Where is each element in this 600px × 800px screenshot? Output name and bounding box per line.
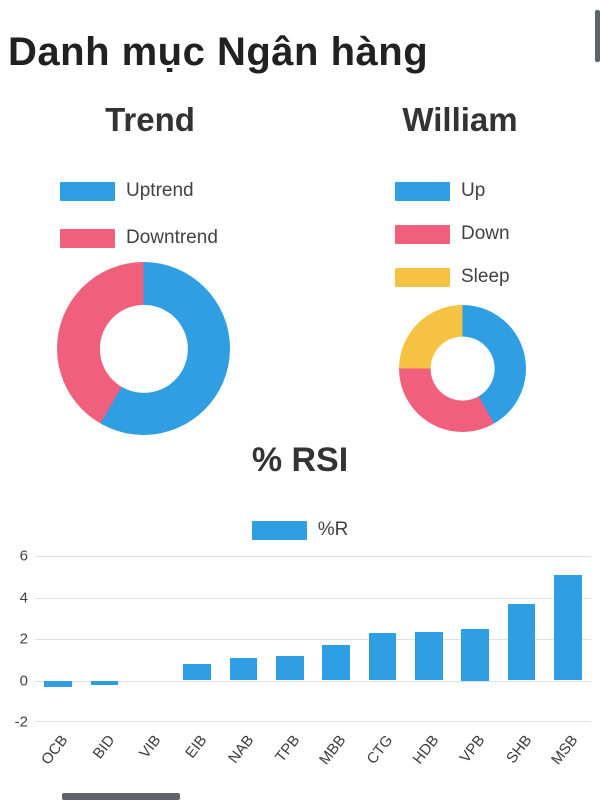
y-axis-tick-label: 2	[19, 630, 28, 648]
y-axis-tick-label: 4	[19, 589, 28, 606]
william-chart-title: William	[402, 101, 518, 138]
legend-swatch	[395, 181, 450, 201]
rsi-plot	[35, 556, 591, 722]
bar-ocb[interactable]	[44, 680, 73, 687]
gridline	[35, 680, 591, 682]
rsi-x-labels: OCB BID VIB EIB NAB TPB MBB CTG HDB VPB SHB MSB	[0, 726, 600, 800]
william-donut-chart[interactable]	[399, 305, 526, 432]
trend-legend: Uptrend Downtrend	[60, 180, 218, 249]
bar-mbb[interactable]	[322, 645, 351, 681]
rsi-legend: %R	[0, 519, 600, 541]
rsi-y-axis: 6 4 2 0 -2	[0, 548, 28, 731]
trend-chart-title: Trend	[105, 101, 195, 138]
bar-hdb[interactable]	[414, 631, 443, 681]
bar-ctg[interactable]	[368, 632, 397, 681]
rsi-chart-title: % RSI	[251, 441, 349, 479]
legend-item-up: Up	[395, 180, 510, 202]
bar-msb[interactable]	[553, 574, 582, 681]
y-axis-tick-label: -2	[14, 713, 28, 731]
gridline	[35, 721, 591, 722]
rsi-legend-label: %R	[317, 519, 349, 540]
trend-donut-hole	[99, 304, 188, 393]
legend-swatch	[395, 267, 450, 287]
legend-swatch	[60, 228, 115, 248]
legend-swatch	[60, 181, 115, 201]
y-axis-tick-label: 0	[19, 672, 28, 689]
legend-label: Down	[461, 223, 510, 244]
bar-nab[interactable]	[229, 657, 258, 681]
trend-donut-chart[interactable]	[57, 262, 230, 435]
bar-tpb[interactable]	[275, 655, 304, 681]
bar-eib[interactable]	[183, 663, 212, 681]
gridline	[35, 597, 591, 599]
legend-label: Uptrend	[126, 180, 194, 201]
gridline	[35, 556, 591, 557]
vertical-scrollbar-thumb[interactable]	[595, 10, 600, 62]
legend-item-uptrend: Uptrend	[60, 180, 218, 202]
legend-label: Sleep	[461, 266, 510, 287]
gridline	[35, 639, 591, 640]
legend-swatch	[395, 224, 450, 244]
legend-item-sleep: Sleep	[395, 266, 510, 288]
rsi-legend-swatch	[251, 520, 307, 540]
horizontal-scrollbar-thumb[interactable]	[62, 793, 180, 800]
legend-item-downtrend: Downtrend	[60, 227, 218, 249]
y-axis-tick-label: 6	[19, 547, 28, 565]
legend-item-down: Down	[395, 223, 510, 245]
legend-label: Downtrend	[126, 227, 218, 248]
william-donut-hole	[430, 336, 495, 401]
bar-vpb[interactable]	[461, 628, 490, 681]
bar-shb[interactable]	[507, 603, 536, 681]
legend-label: Up	[461, 180, 486, 201]
william-legend: Up Down Sleep	[395, 180, 510, 288]
bar-bid[interactable]	[90, 680, 119, 685]
page-title: Danh mục Ngân hàng	[8, 30, 429, 74]
